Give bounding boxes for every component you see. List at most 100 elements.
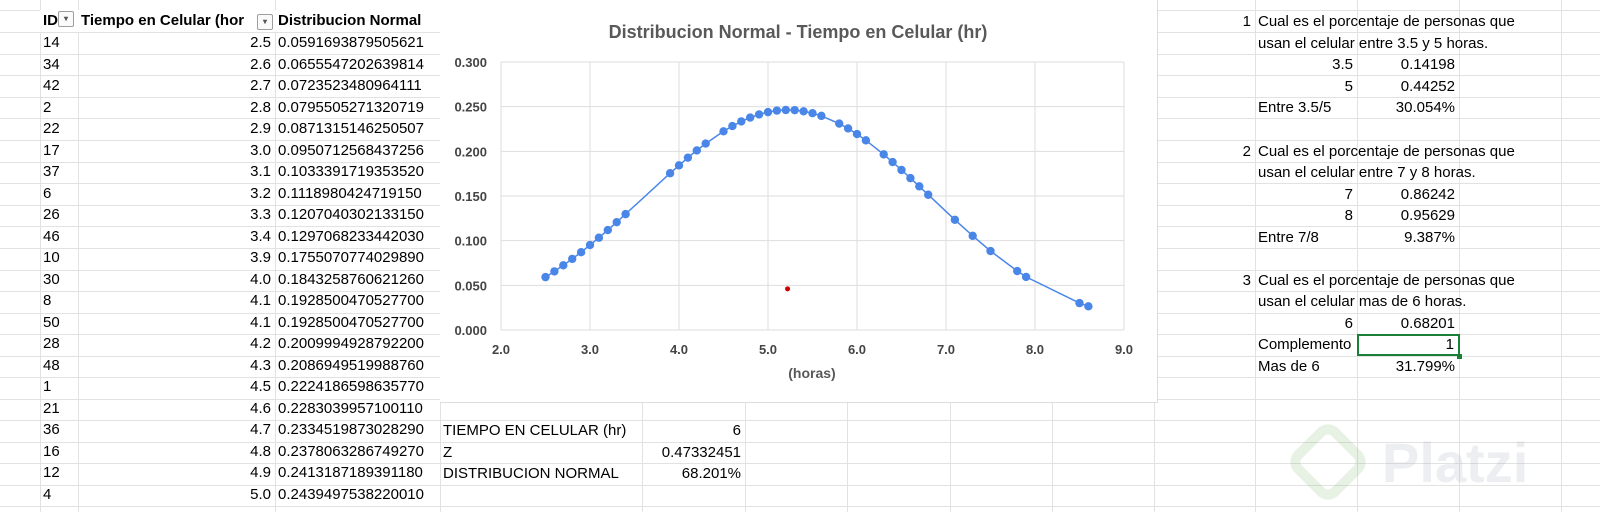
row-tiempo-cell[interactable]: 3.1 — [250, 163, 271, 180]
header-distribucion[interactable]: Distribucion Normal — [275, 10, 440, 32]
data-point[interactable] — [585, 240, 595, 250]
q1-text-line2[interactable]: usan el celular entre 3.5 y 5 horas. — [1258, 35, 1489, 52]
row-distribucion-cell[interactable]: 0.1033391719353520 — [278, 163, 424, 180]
row-distribucion-cell[interactable]: 0.1118980424719150 — [278, 185, 422, 202]
row-distribucion-cell[interactable]: 0.0950712568437256 — [278, 142, 424, 159]
row-distribucion-cell[interactable]: 0.2439497538220010 — [278, 486, 424, 503]
data-point[interactable] — [835, 119, 844, 128]
row-id-cell[interactable]: 14 — [43, 34, 60, 51]
data-point[interactable] — [817, 111, 826, 121]
row-tiempo-cell[interactable]: 4.2 — [250, 335, 271, 352]
row-distribucion-cell[interactable]: 0.1297068233442030 — [278, 228, 424, 245]
data-point[interactable] — [906, 173, 915, 183]
data-point[interactable] — [719, 127, 728, 136]
q3-result-label[interactable]: Mas de 6 — [1258, 358, 1320, 375]
data-point[interactable] — [897, 165, 906, 175]
row-tiempo-cell[interactable]: 3.2 — [250, 185, 271, 202]
q3-text-line2[interactable]: usan el celular mas de 6 horas. — [1258, 293, 1467, 310]
row-id-cell[interactable]: 46 — [43, 228, 60, 245]
q3-complemento-label[interactable]: Complemento — [1258, 336, 1352, 353]
q2-a-key[interactable]: 7 — [1344, 186, 1353, 203]
data-point[interactable] — [674, 161, 684, 170]
row-tiempo-cell[interactable]: 4.1 — [250, 292, 271, 309]
q2-a-value[interactable]: 0.86242 — [1400, 186, 1455, 203]
data-point[interactable] — [924, 190, 933, 199]
row-id-cell[interactable]: 28 — [43, 335, 60, 352]
data-point[interactable] — [790, 105, 799, 115]
data-point[interactable] — [665, 169, 675, 178]
data-point[interactable] — [541, 272, 550, 282]
data-point[interactable] — [808, 108, 817, 118]
row-tiempo-cell[interactable]: 4.7 — [250, 421, 271, 438]
row-tiempo-cell[interactable]: 3.0 — [250, 142, 271, 159]
row-id-cell[interactable]: 16 — [43, 443, 60, 460]
row-distribucion-cell[interactable]: 0.1755070774029890 — [278, 249, 424, 266]
sort-filter-icon[interactable]: ▾ — [257, 14, 273, 30]
data-point[interactable] — [692, 146, 701, 155]
row-distribucion-cell[interactable]: 0.1928500470527700 — [278, 292, 424, 309]
data-point[interactable] — [915, 182, 924, 191]
row-id-cell[interactable]: 48 — [43, 357, 60, 374]
data-point[interactable] — [968, 231, 977, 241]
data-point[interactable] — [843, 124, 853, 133]
data-point[interactable] — [1084, 302, 1093, 311]
row-id-cell[interactable]: 17 — [43, 142, 60, 159]
row-id-cell[interactable]: 26 — [43, 206, 60, 223]
q2-result-label[interactable]: Entre 7/8 — [1258, 229, 1319, 246]
row-id-cell[interactable]: 1 — [43, 378, 52, 395]
data-point[interactable] — [728, 121, 737, 131]
q2-number[interactable]: 2 — [1242, 143, 1251, 160]
calc-z-label[interactable]: Z — [443, 444, 453, 461]
q2-result-value[interactable]: 9.387% — [1404, 229, 1455, 246]
row-distribucion-cell[interactable]: 0.1843258760621260 — [278, 271, 424, 288]
calc-z-value[interactable]: 0.47332451 — [661, 444, 741, 461]
row-id-cell[interactable]: 34 — [43, 56, 60, 73]
row-distribucion-cell[interactable]: 0.2086949519988760 — [278, 357, 424, 374]
row-id-cell[interactable]: 12 — [43, 464, 60, 481]
row-tiempo-cell[interactable]: 4.6 — [250, 400, 271, 417]
data-point[interactable] — [550, 267, 559, 276]
row-distribucion-cell[interactable]: 0.2009994928792200 — [278, 335, 424, 352]
data-point[interactable] — [746, 113, 755, 122]
row-tiempo-cell[interactable]: 4.3 — [250, 357, 271, 374]
data-point[interactable] — [781, 105, 790, 115]
header-id[interactable]: ID ▾ — [40, 10, 78, 32]
q1-number[interactable]: 1 — [1242, 13, 1251, 30]
row-distribucion-cell[interactable]: 0.0723523480964111 — [278, 77, 422, 94]
row-id-cell[interactable]: 6 — [43, 185, 52, 202]
row-id-cell[interactable]: 21 — [43, 400, 60, 417]
row-tiempo-cell[interactable]: 2.9 — [250, 120, 271, 137]
data-point[interactable] — [763, 107, 773, 117]
row-id-cell[interactable]: 36 — [43, 421, 60, 438]
filter-dropdown-icon[interactable]: ▾ — [58, 11, 74, 28]
row-id-cell[interactable]: 8 — [43, 292, 52, 309]
row-distribucion-cell[interactable]: 0.0591693879505621 — [278, 34, 424, 51]
row-tiempo-cell[interactable]: 5.0 — [250, 486, 271, 503]
q1-b-key[interactable]: 5 — [1344, 78, 1353, 95]
data-point[interactable] — [986, 246, 995, 256]
row-tiempo-cell[interactable]: 4.1 — [250, 314, 271, 331]
q3-result-value[interactable]: 31.799% — [1395, 358, 1455, 375]
data-point[interactable] — [737, 117, 746, 126]
row-id-cell[interactable]: 42 — [43, 77, 60, 94]
row-distribucion-cell[interactable]: 0.2413187189391180 — [278, 464, 423, 481]
data-point[interactable] — [799, 107, 808, 116]
row-tiempo-cell[interactable]: 4.8 — [250, 443, 271, 460]
row-distribucion-cell[interactable]: 0.1928500470527700 — [278, 314, 424, 331]
q3-text-line1[interactable]: Cual es el porcentaje de personas que — [1258, 272, 1515, 289]
data-point[interactable] — [612, 217, 621, 227]
data-point[interactable] — [701, 139, 710, 148]
row-distribucion-cell[interactable]: 0.0795505271320719 — [278, 99, 424, 116]
data-point[interactable] — [576, 247, 586, 257]
row-id-cell[interactable]: 50 — [43, 314, 60, 331]
q3-a-key[interactable]: 6 — [1344, 315, 1353, 332]
data-point[interactable] — [754, 110, 764, 119]
row-tiempo-cell[interactable]: 2.6 — [250, 56, 271, 73]
q1-a-key[interactable]: 3.5 — [1332, 56, 1353, 73]
q3-a-value[interactable]: 0.68201 — [1400, 315, 1455, 332]
q2-b-value[interactable]: 0.95629 — [1400, 207, 1455, 224]
normal-distribution-chart[interactable]: Distribucion Normal - Tiempo en Celular … — [440, 0, 1158, 403]
q2-text-line2[interactable]: usan el celular entre 7 y 8 horas. — [1258, 164, 1476, 181]
data-point[interactable] — [683, 153, 693, 162]
data-point[interactable] — [568, 254, 577, 264]
